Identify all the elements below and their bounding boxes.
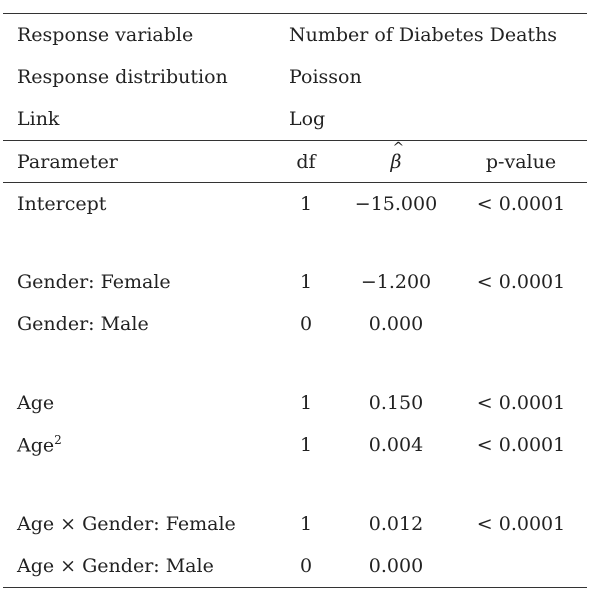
- meta-value: Log: [275, 98, 587, 141]
- meta-label: Response variable: [3, 13, 275, 56]
- parameter-cell: Age × Gender: Female: [17, 513, 236, 535]
- row-spacer: [3, 466, 587, 503]
- pvalue-cell: < 0.0001: [476, 434, 566, 456]
- parameter-cell: Age × Gender: Male: [3, 545, 275, 588]
- pvalue-cell: < 0.0001: [476, 513, 566, 535]
- meta-value: Poisson: [289, 66, 362, 88]
- meta-label: Link: [3, 98, 275, 141]
- df-cell: 1: [299, 392, 313, 414]
- column-header-df: df: [275, 140, 337, 183]
- table-row-age-x-female: Age × Gender: Female 1 0.012 < 0.0001: [3, 503, 587, 545]
- beta-cell: 0.150: [368, 392, 424, 414]
- parameter-cell: Intercept: [17, 192, 107, 215]
- table-row-intercept: Intercept 1 −15.000 < 0.0001: [3, 183, 587, 225]
- beta-cell: 0.000: [337, 545, 455, 588]
- column-header-beta: β: [337, 140, 455, 183]
- table-row-gender-male: Gender: Male 0 0.000: [3, 303, 587, 345]
- row-spacer: [3, 345, 587, 382]
- pvalue-cell: [455, 303, 587, 345]
- meta-row-response-distribution: Response distribution Poisson: [3, 56, 587, 98]
- meta-row-link: Link Log: [3, 98, 587, 141]
- table-row-age: Age 1 0.150 < 0.0001: [3, 382, 587, 424]
- beta-cell: 0.012: [368, 513, 424, 535]
- parameter-cell: Age2: [3, 424, 275, 466]
- pvalue-cell: < 0.0001: [476, 392, 566, 414]
- beta-hat-symbol: β: [391, 140, 405, 173]
- parameter-text: Age: [17, 434, 55, 457]
- beta-cell: 0.000: [368, 313, 424, 335]
- df-cell: 1: [299, 513, 313, 535]
- beta-cell: −1.200: [360, 271, 432, 293]
- parameter-cell: Age: [17, 392, 55, 414]
- table-row-age-x-male: Age × Gender: Male 0 0.000: [3, 545, 587, 588]
- parameter-cell: Gender: Male: [17, 313, 149, 335]
- meta-value: Number of Diabetes Deaths: [275, 13, 587, 56]
- parameter-cell: Gender: Female: [17, 271, 171, 293]
- df-cell: 0: [299, 313, 313, 335]
- table-row-gender-female: Gender: Female 1 −1.200 < 0.0001: [3, 261, 587, 303]
- df-cell: 1: [299, 192, 313, 215]
- beta-cell: −15.000: [354, 192, 438, 215]
- meta-label: Response distribution: [17, 66, 228, 88]
- df-cell: 1: [299, 434, 313, 456]
- pvalue-cell: < 0.0001: [476, 271, 566, 293]
- poisson-regression-table: Response variable Number of Diabetes Dea…: [3, 13, 587, 588]
- df-cell: 1: [299, 271, 313, 293]
- beta-cell: 0.004: [368, 434, 424, 456]
- row-spacer: [3, 224, 587, 261]
- column-header-parameter: Parameter: [3, 140, 275, 183]
- pvalue-cell: [455, 545, 587, 588]
- column-header-row: Parameter df β p-value: [3, 140, 587, 183]
- exponent: 2: [54, 433, 62, 448]
- df-cell: 0: [275, 545, 337, 588]
- column-header-pvalue: p-value: [455, 140, 587, 183]
- pvalue-cell: < 0.0001: [476, 192, 566, 215]
- table-row-age-squared: Age2 1 0.004 < 0.0001: [3, 424, 587, 466]
- meta-row-response-variable: Response variable Number of Diabetes Dea…: [3, 13, 587, 56]
